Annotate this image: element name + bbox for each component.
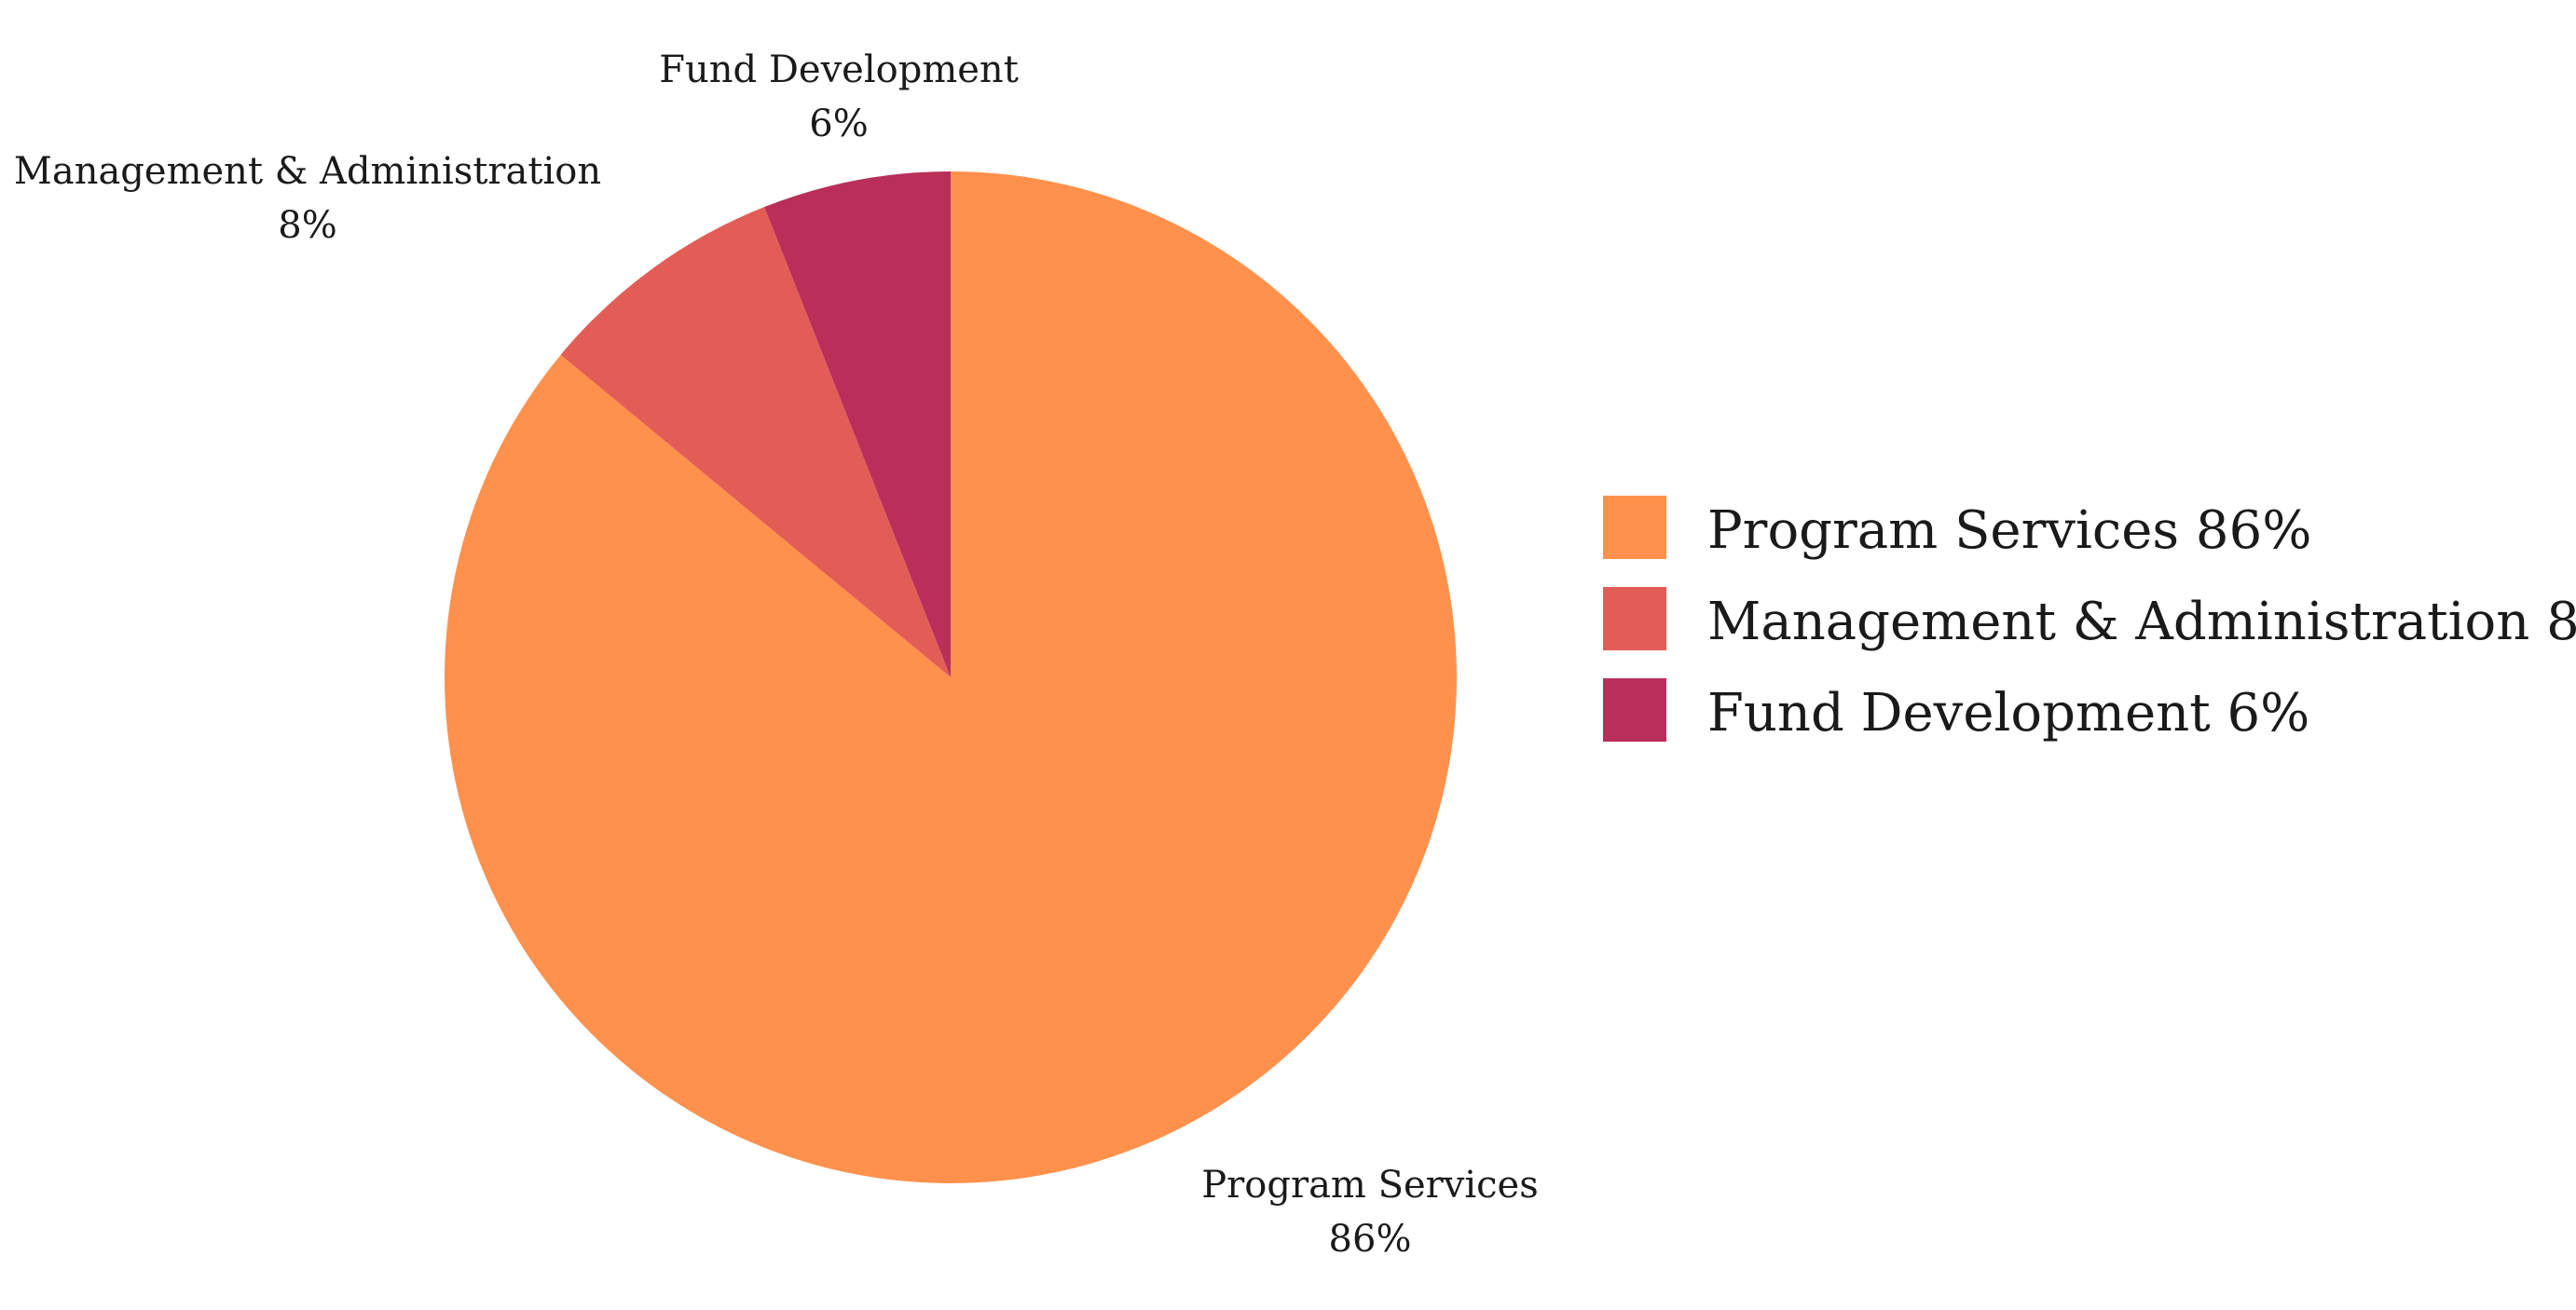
slice-label-name: Management & Administration (14, 150, 601, 193)
slice-label-fund-development: Fund Development 6% (659, 48, 1019, 145)
legend-swatch (1603, 587, 1666, 650)
slice-label-value: 8% (278, 204, 336, 247)
pie-slice-fund-development (764, 171, 951, 677)
legend: Program Services 86% Management & Admini… (1603, 496, 2576, 744)
legend-label: Fund Development 6% (1707, 683, 2309, 744)
legend-label: Management & Administration 8% (1707, 592, 2576, 652)
slice-label-value: 86% (1329, 1218, 1412, 1261)
slice-label-name: Fund Development (659, 48, 1019, 91)
slice-label-management-administration: Management & Administration 8% (14, 150, 601, 247)
legend-label: Program Services 86% (1707, 500, 2311, 561)
legend-item-program-services: Program Services 86% (1603, 496, 2311, 561)
slice-label-value: 6% (809, 102, 868, 145)
legend-item-fund-development: Fund Development 6% (1603, 678, 2309, 744)
slice-label-program-services: Program Services 86% (1201, 1164, 1539, 1261)
pie-slices (444, 171, 1458, 1183)
pie-slice-management-administration (560, 207, 951, 678)
legend-item-management-administration: Management & Administration 8% (1603, 587, 2576, 652)
legend-swatch (1603, 678, 1666, 742)
slice-label-name: Program Services (1201, 1164, 1539, 1207)
legend-swatch (1603, 496, 1666, 559)
